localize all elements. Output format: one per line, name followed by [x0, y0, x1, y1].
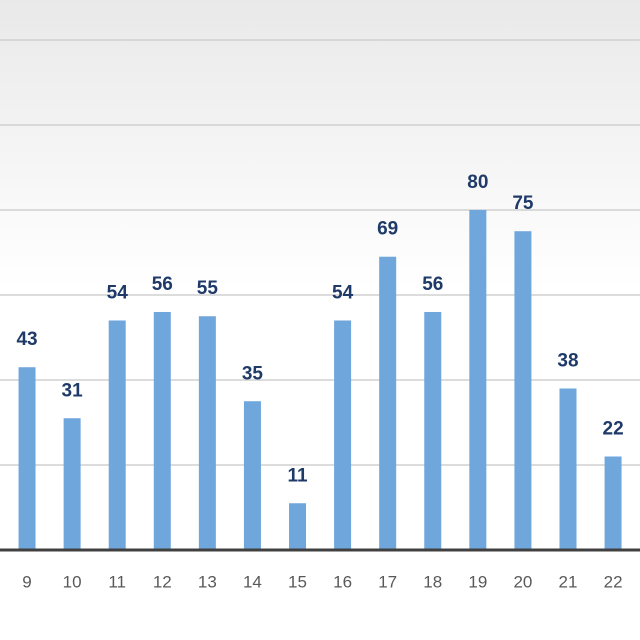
bar [153, 311, 171, 550]
value-label: 55 [197, 278, 219, 299]
x-tick-label: 16 [333, 572, 352, 591]
value-label: 69 [377, 219, 398, 240]
bar [243, 401, 261, 550]
x-tick-label: 12 [153, 572, 172, 591]
value-label: 35 [242, 363, 264, 384]
x-tick-label: 15 [288, 572, 307, 591]
value-label: 80 [467, 172, 488, 193]
value-label: 56 [422, 274, 443, 295]
bar [604, 456, 622, 550]
bar [559, 388, 577, 550]
x-tick-label: 21 [559, 572, 578, 591]
value-label: 38 [557, 351, 578, 372]
value-label: 56 [152, 274, 173, 295]
x-tick-label: 20 [513, 572, 532, 591]
x-tick-label: 13 [198, 572, 217, 591]
bar [514, 231, 532, 551]
x-tick-label: 18 [423, 572, 442, 591]
bar [18, 367, 36, 550]
bar [424, 311, 442, 550]
bar [469, 209, 487, 550]
bar [108, 320, 126, 550]
x-tick-label: 10 [63, 572, 82, 591]
bar [334, 320, 352, 550]
value-label: 54 [107, 282, 129, 303]
value-label: 43 [16, 329, 37, 350]
value-label: 75 [512, 193, 534, 214]
value-label: 31 [62, 380, 84, 401]
x-tick-label: 19 [468, 572, 487, 591]
value-label: 54 [332, 282, 354, 303]
x-tick-label: 11 [108, 572, 126, 591]
x-tick-label: 17 [378, 572, 397, 591]
bar [198, 316, 216, 550]
bar [63, 418, 81, 550]
value-label: 11 [287, 465, 308, 486]
bar [289, 503, 307, 550]
value-label: 22 [603, 419, 624, 440]
x-tick-label: 9 [22, 572, 31, 591]
bar [379, 256, 397, 550]
x-tick-label: 14 [243, 572, 262, 591]
x-tick-label: 22 [604, 572, 623, 591]
